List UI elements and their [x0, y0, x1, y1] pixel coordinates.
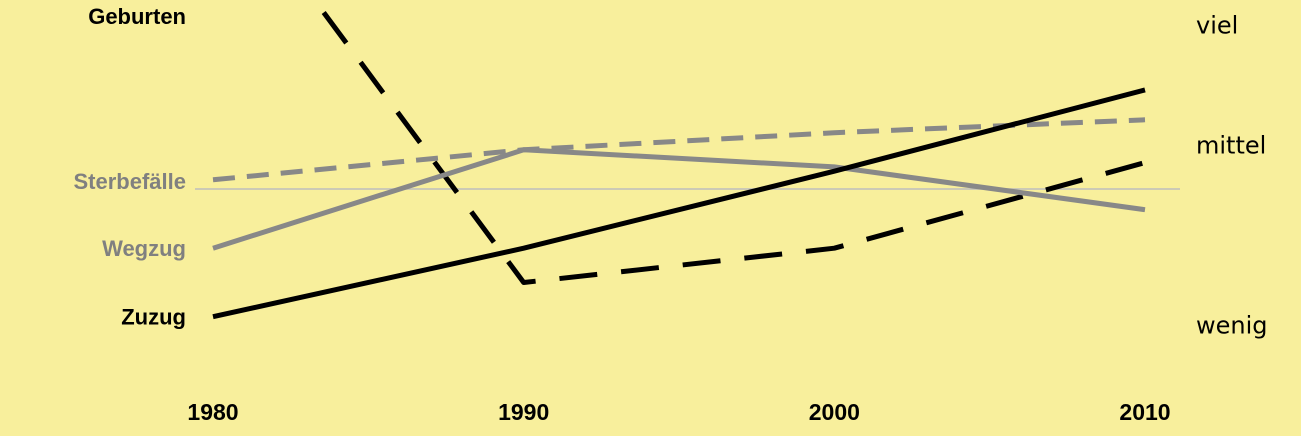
x-tick-label: 2010 [1119, 399, 1170, 425]
series-line-wegzug [212, 147, 1146, 251]
series-label-wegzug: Wegzug [102, 236, 186, 261]
series-line-geburten [311, 0, 1146, 285]
level-labels: viel mittel wenig [1196, 12, 1268, 340]
series-lines [212, 0, 1146, 320]
series-line-zuzug [212, 87, 1146, 320]
x-tick-label: 2000 [809, 399, 860, 425]
level-label-viel: viel [1196, 12, 1238, 40]
x-axis-ticks: 1980 1990 2000 2010 [187, 399, 1170, 425]
series-label-geburten: Geburten [88, 4, 186, 29]
level-label-wenig: wenig [1196, 311, 1268, 339]
series-label-sterbef-lle: Sterbefälle [74, 169, 187, 194]
x-tick-label: 1990 [498, 399, 549, 425]
series-label-zuzug: Zuzug [121, 305, 186, 330]
x-tick-label: 1980 [187, 399, 238, 425]
series-line-sterbef-lle [212, 117, 1146, 183]
series-labels: Geburten Sterbefälle Wegzug Zuzug [74, 4, 187, 330]
level-label-mittel: mittel [1196, 132, 1266, 160]
